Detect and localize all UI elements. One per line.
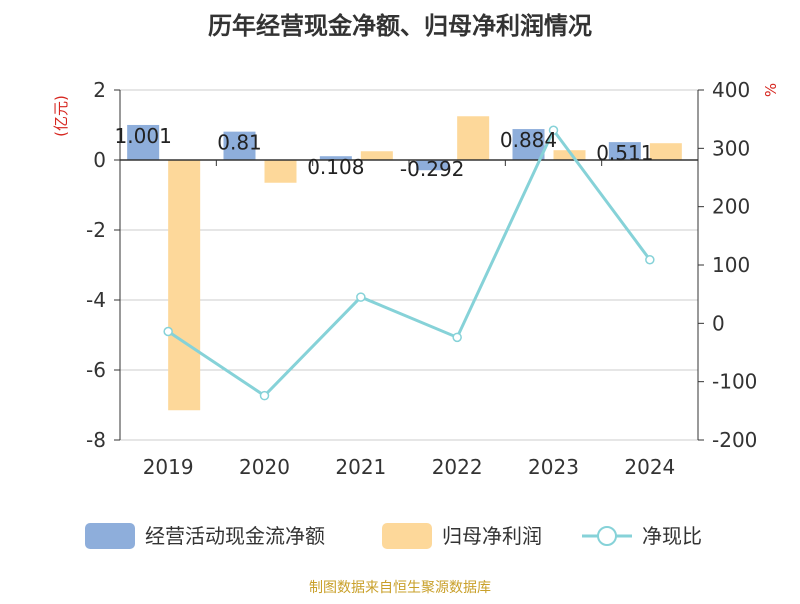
y-right-tick-label: 200 [712, 195, 750, 219]
net-profit-bar [649, 143, 682, 160]
source-note: 制图数据来自恒生聚源数据库 [309, 580, 491, 596]
legend-swatch-net-profit [382, 523, 432, 549]
y-right-tick-label: 300 [712, 136, 750, 160]
x-tick-label: 2021 [335, 455, 386, 479]
y-left-tick-label: -8 [86, 428, 106, 452]
cash-flow-bar [127, 124, 160, 160]
y-right-tick-label: 0 [712, 311, 725, 335]
legend-marker-ratio [597, 526, 617, 546]
y-right-tick-label: -100 [712, 370, 757, 394]
bars [127, 116, 682, 411]
y-left-tick-label: -2 [86, 218, 106, 242]
legend: 经营活动现金流净额 归母净利润 净现比 [85, 523, 702, 549]
axes: 2 0 -2 -4 -6 -8 400 300 200 100 0 -100 -200 2019 2020 2… [86, 78, 757, 479]
net-profit-bar [457, 116, 490, 160]
y-axis-right-label: % [762, 83, 780, 97]
ratio-point [356, 292, 366, 302]
net-profit-bar [168, 160, 201, 411]
x-tick-label: 2019 [143, 455, 194, 479]
x-tick-label: 2024 [624, 455, 675, 479]
y-axis-left-label: (亿元) [52, 95, 70, 137]
cash-flow-bar [416, 160, 449, 171]
data-labels: 1.001 0.81 0.108 -0.292 0.884 0.511 [115, 124, 654, 181]
x-tick-label: 2023 [528, 455, 579, 479]
y-right-tick-label: 100 [712, 253, 750, 277]
net-profit-bar [264, 160, 297, 183]
cash-flow-value-label: 1.001 [115, 124, 172, 148]
y-right-tick-label: -200 [712, 428, 757, 452]
y-left-tick-label: 0 [93, 148, 106, 172]
x-tick-label: 2022 [432, 455, 483, 479]
cash-flow-value-label: 0.81 [217, 131, 262, 155]
ratio-point [645, 255, 655, 265]
cash-flow-value-label: 0.511 [596, 141, 653, 165]
y-right-tick-label: 400 [712, 78, 750, 102]
net-profit-bar [360, 151, 393, 160]
cash-flow-bar [319, 156, 352, 160]
x-tick-label: 2020 [239, 455, 290, 479]
ratio-point [163, 326, 173, 337]
legend-label-ratio: 净现比 [642, 524, 702, 548]
ratio-line-path [167, 127, 652, 398]
legend-swatch-cash-flow [85, 523, 135, 549]
cash-flow-value-label: 0.108 [307, 155, 364, 179]
cash-flow-bar [223, 131, 256, 160]
ratio-point [548, 125, 559, 135]
cash-flow-bar [608, 142, 641, 160]
y-left-tick-label: 2 [93, 78, 106, 102]
ratio-point [452, 332, 462, 343]
y-left-tick-label: -6 [86, 358, 106, 382]
chart-title: 历年经营现金净额、归母净利润情况 [208, 12, 592, 40]
ratio-line [163, 125, 655, 401]
cash-flow-value-label: 0.884 [500, 128, 557, 152]
cash-flow-value-label: -0.292 [400, 157, 464, 181]
legend-label-net-profit: 归母净利润 [442, 524, 542, 548]
y-left-tick-label: -4 [86, 288, 106, 312]
cash-flow-bar [512, 129, 545, 160]
ratio-point [259, 390, 270, 401]
net-profit-bar [553, 150, 586, 160]
legend-label-cash-flow: 经营活动现金流净额 [145, 524, 325, 548]
